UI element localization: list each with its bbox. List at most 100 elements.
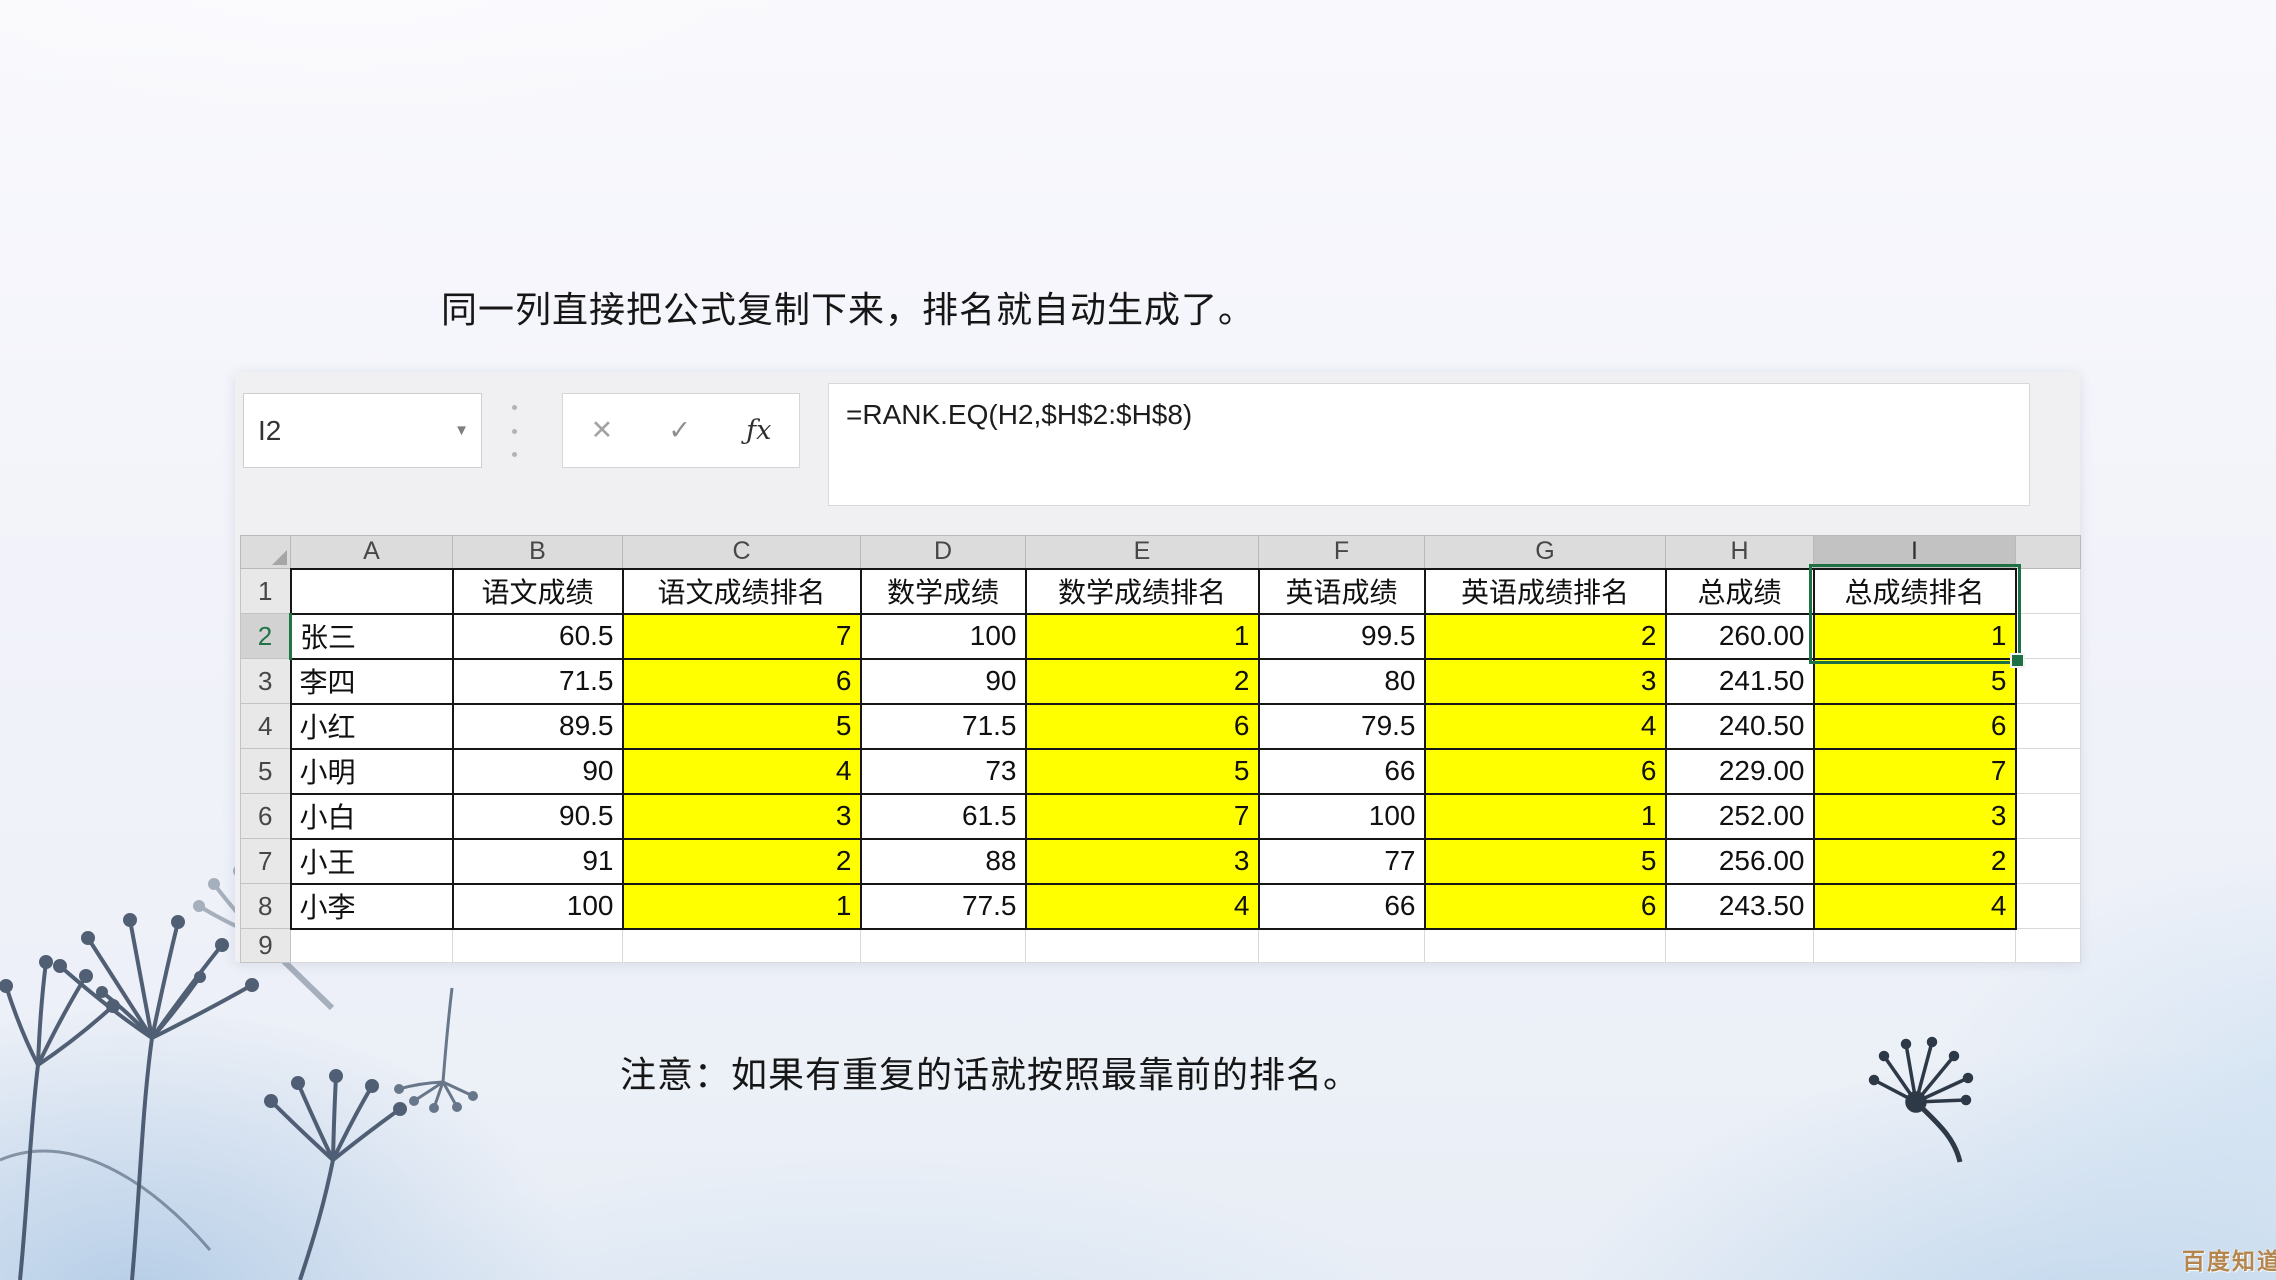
cell[interactable]: 3 (621, 792, 862, 840)
cell[interactable]: 243.50 (1664, 882, 1815, 930)
empty-cell[interactable] (2015, 748, 2081, 794)
cell[interactable]: 数学成绩排名 (1024, 567, 1260, 615)
empty-cell[interactable] (2015, 793, 2081, 839)
empty-cell[interactable] (1665, 928, 1814, 963)
column-header-b[interactable]: B (452, 535, 623, 569)
cell[interactable]: 6 (1024, 702, 1260, 750)
cell[interactable]: 总成绩排名 (1812, 567, 2017, 615)
column-header-d[interactable]: D (860, 535, 1026, 569)
column-header-f[interactable]: F (1258, 535, 1425, 569)
insert-function-icon[interactable]: ƒx (746, 415, 772, 446)
cell[interactable]: 小李 (289, 882, 454, 930)
cell[interactable]: 小红 (289, 702, 454, 750)
cell[interactable]: 89.5 (451, 702, 624, 750)
cell[interactable]: 总成绩 (1664, 567, 1815, 615)
cell[interactable]: 73 (859, 747, 1027, 795)
cell[interactable]: 李四 (289, 657, 454, 705)
cell[interactable]: 229.00 (1664, 747, 1815, 795)
cell[interactable]: 4 (621, 747, 862, 795)
cell[interactable]: 6 (1812, 702, 2017, 750)
cell[interactable]: 3 (1024, 837, 1260, 885)
cell[interactable]: 77 (1257, 837, 1426, 885)
cell[interactable]: 6 (1423, 882, 1667, 930)
empty-cell[interactable] (622, 928, 861, 963)
cell[interactable]: 张三 (289, 612, 454, 660)
empty-cell[interactable] (290, 928, 453, 963)
cell[interactable]: 71.5 (859, 702, 1027, 750)
cell[interactable]: 语文成绩 (451, 567, 624, 615)
cell[interactable]: 240.50 (1664, 702, 1815, 750)
cell[interactable]: 语文成绩排名 (621, 567, 862, 615)
empty-cell[interactable] (2015, 703, 2081, 749)
column-header-g[interactable]: G (1424, 535, 1666, 569)
cell[interactable]: 61.5 (859, 792, 1027, 840)
cell[interactable]: 252.00 (1664, 792, 1815, 840)
cell[interactable]: 7 (1024, 792, 1260, 840)
cancel-icon[interactable]: ✕ (590, 415, 614, 445)
cell[interactable]: 1 (1024, 612, 1260, 660)
formula-input[interactable]: =RANK.EQ(H2,$H$2:$H$8) (828, 383, 2030, 506)
row-header-3[interactable]: 3 (240, 658, 291, 704)
row-header-2-selected[interactable]: 2 (240, 613, 292, 659)
cell[interactable]: 数学成绩 (859, 567, 1027, 615)
cell[interactable]: 88 (859, 837, 1027, 885)
cell[interactable]: 90.5 (451, 792, 624, 840)
empty-cell[interactable] (2015, 568, 2081, 614)
empty-cell[interactable] (1813, 928, 2016, 963)
cell[interactable]: 2 (621, 837, 862, 885)
cell[interactable]: 66 (1257, 747, 1426, 795)
cell[interactable]: 7 (1812, 747, 2017, 795)
cell[interactable]: 7 (621, 612, 862, 660)
empty-cell[interactable] (860, 928, 1026, 963)
empty-cell[interactable] (2015, 658, 2081, 704)
cell[interactable]: 5 (1812, 657, 2017, 705)
cell[interactable]: 4 (1812, 882, 2017, 930)
cell[interactable]: 90 (859, 657, 1027, 705)
empty-cell[interactable] (2015, 928, 2081, 963)
cell[interactable]: 2 (1423, 612, 1667, 660)
cell[interactable]: 100 (1257, 792, 1426, 840)
row-header-1[interactable]: 1 (240, 568, 291, 614)
row-header-7[interactable]: 7 (240, 838, 291, 884)
cell[interactable]: 1 (1423, 792, 1667, 840)
cell[interactable]: 77.5 (859, 882, 1027, 930)
cell[interactable]: 66 (1257, 882, 1426, 930)
column-header-a[interactable]: A (290, 535, 453, 569)
cell[interactable]: 4 (1024, 882, 1260, 930)
cell[interactable]: 小王 (289, 837, 454, 885)
empty-cell[interactable] (2015, 838, 2081, 884)
cell[interactable]: 100 (859, 612, 1027, 660)
row-header-8[interactable]: 8 (240, 883, 291, 929)
cell[interactable]: 256.00 (1664, 837, 1815, 885)
cell[interactable]: 6 (621, 657, 862, 705)
cell[interactable]: 79.5 (1257, 702, 1426, 750)
cell[interactable]: 80 (1257, 657, 1426, 705)
cell[interactable]: 3 (1812, 792, 2017, 840)
cell[interactable]: 91 (451, 837, 624, 885)
cell[interactable]: 2 (1024, 657, 1260, 705)
row-header-4[interactable]: 4 (240, 703, 291, 749)
cell[interactable]: 小明 (289, 747, 454, 795)
cell[interactable]: 小白 (289, 792, 454, 840)
empty-cell[interactable] (1025, 928, 1259, 963)
cell[interactable]: 3 (1423, 657, 1667, 705)
empty-cell[interactable] (2015, 883, 2081, 929)
cell[interactable]: 6 (1423, 747, 1667, 795)
empty-cell[interactable] (1258, 928, 1425, 963)
active-cell-i2[interactable]: 1 (1812, 612, 2017, 660)
cell[interactable]: 241.50 (1664, 657, 1815, 705)
column-header-e[interactable]: E (1025, 535, 1259, 569)
cell[interactable]: 100 (451, 882, 624, 930)
row-header-6[interactable]: 6 (240, 793, 291, 839)
cell[interactable]: 99.5 (1257, 612, 1426, 660)
cell[interactable]: 英语成绩 (1257, 567, 1426, 615)
row-header-5[interactable]: 5 (240, 748, 291, 794)
cell[interactable]: 英语成绩排名 (1423, 567, 1667, 615)
row-header-9[interactable]: 9 (240, 928, 291, 963)
enter-icon[interactable]: ✓ (668, 415, 691, 445)
empty-cell[interactable] (452, 928, 623, 963)
empty-cell[interactable] (2015, 613, 2081, 659)
cell[interactable]: 5 (1024, 747, 1260, 795)
column-header-h[interactable]: H (1665, 535, 1814, 569)
cell[interactable]: 5 (621, 702, 862, 750)
